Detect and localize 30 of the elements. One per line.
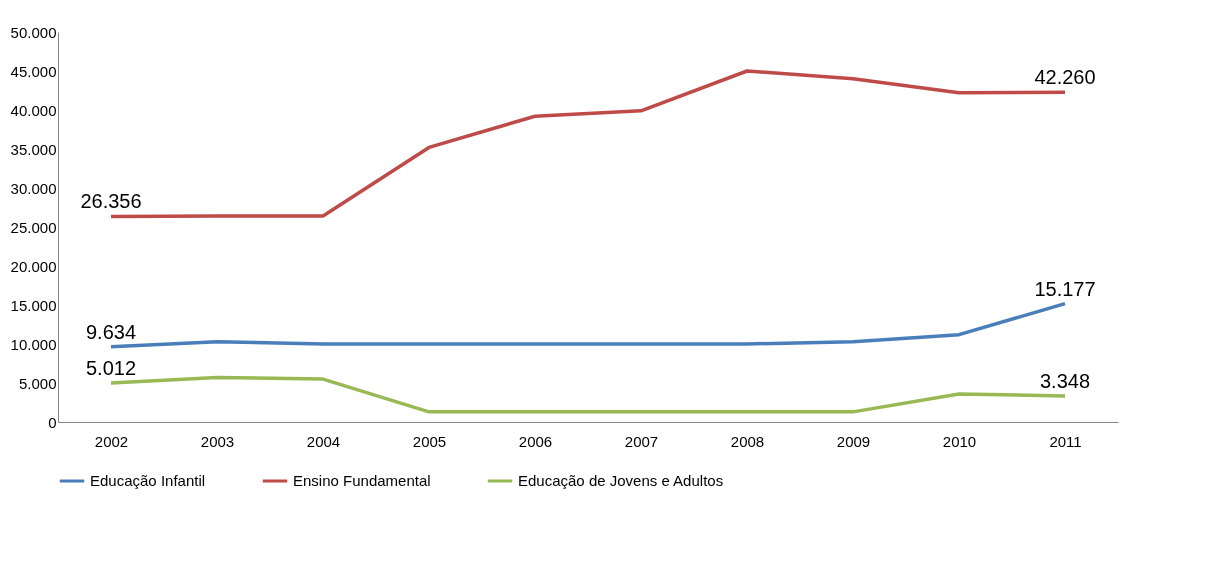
data-label: 42.260 xyxy=(1034,66,1096,89)
data-label: 9.634 xyxy=(85,320,137,343)
y-tick-label: 30.000 xyxy=(10,179,57,197)
legend-label: Educação Infantil xyxy=(90,472,206,489)
y-tick-label: 5.000 xyxy=(18,374,57,392)
y-tick-label: 15.000 xyxy=(10,296,57,314)
x-tick-label: 2010 xyxy=(942,432,977,450)
data-label: 3.348 xyxy=(1039,369,1091,392)
y-tick-label: 35.000 xyxy=(10,140,57,158)
y-tick-label: 10.000 xyxy=(10,335,57,353)
y-tick-label: 50.000 xyxy=(10,23,57,41)
y-tick-label: 40.000 xyxy=(10,101,57,119)
y-tick-label: 20.000 xyxy=(10,257,57,275)
legend-label: Educação de Jovens e Adultos xyxy=(518,472,724,489)
data-label: 26.356 xyxy=(80,190,142,213)
x-tick-label: 2006 xyxy=(518,432,553,450)
x-tick-label: 2003 xyxy=(200,432,235,450)
y-tick-label: 45.000 xyxy=(10,62,57,80)
y-tick-label: 0 xyxy=(48,413,57,431)
x-tick-label: 2002 xyxy=(94,432,129,450)
x-tick-label: 2008 xyxy=(730,432,765,450)
x-tick-label: 2004 xyxy=(306,432,341,450)
data-label: 5.012 xyxy=(85,356,137,379)
data-label: 15.177 xyxy=(1034,277,1096,300)
y-tick-label: 25.000 xyxy=(10,218,57,236)
x-tick-label: 2009 xyxy=(836,432,871,450)
x-tick-label: 2011 xyxy=(1049,432,1082,450)
x-tick-label: 2005 xyxy=(412,432,447,450)
legend-label: Ensino Fundamental xyxy=(293,472,431,489)
x-tick-label: 2007 xyxy=(624,432,659,450)
